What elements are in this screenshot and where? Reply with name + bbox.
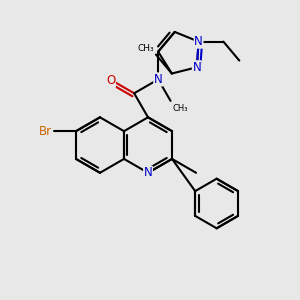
Text: N: N <box>154 73 163 86</box>
Text: N: N <box>194 35 203 48</box>
Text: CH₃: CH₃ <box>137 44 154 52</box>
Text: N: N <box>144 166 152 179</box>
Text: N: N <box>192 61 201 74</box>
Text: CH₃: CH₃ <box>172 104 188 113</box>
Text: O: O <box>106 74 115 87</box>
Text: Br: Br <box>39 125 52 138</box>
